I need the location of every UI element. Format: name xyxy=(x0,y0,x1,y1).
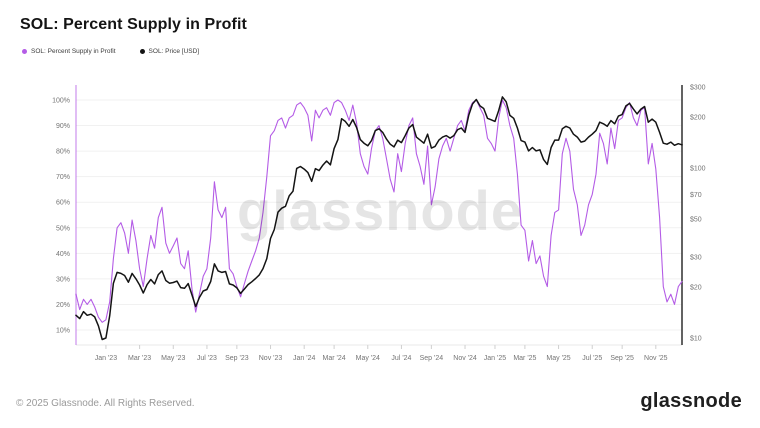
x-axis-tick-label: Mar '24 xyxy=(323,355,346,362)
x-axis-tick-label: May '24 xyxy=(356,355,380,362)
x-axis-tick-label: Jul '24 xyxy=(391,355,411,362)
series-line-price-usd xyxy=(75,96,683,341)
y-axis-left-tick-label: 70% xyxy=(56,174,70,181)
y-axis-right-tick-label: $100 xyxy=(690,166,706,173)
x-axis-tick-label: Jul '23 xyxy=(197,355,217,362)
x-axis-tick-label: Mar '23 xyxy=(128,355,151,362)
y-axis-left-tick-label: 40% xyxy=(56,251,70,258)
legend-dot-purple-icon xyxy=(22,49,27,54)
y-axis-left-tick-label: 30% xyxy=(56,276,70,283)
x-axis-tick-label: Nov '23 xyxy=(259,355,283,362)
x-axis-tick-label: May '25 xyxy=(546,355,570,362)
y-axis-left-tick-label: 50% xyxy=(56,225,70,232)
x-axis-tick-label: Nov '25 xyxy=(644,355,668,362)
footer: © 2025 Glassnode. All Rights Reserved. g… xyxy=(0,384,760,428)
y-axis-right-tick-label: $300 xyxy=(690,84,706,91)
y-axis-right-tick-label: $50 xyxy=(690,217,702,224)
glassnode-logo: glassnode xyxy=(640,390,742,412)
x-axis-tick-label: Nov '24 xyxy=(453,355,477,362)
y-axis-left-tick-label: 90% xyxy=(56,123,70,130)
y-axis-right-tick-label: $70 xyxy=(690,192,702,199)
y-axis-right-tick-label: $200 xyxy=(690,114,706,121)
y-axis-right-tick-label: $30 xyxy=(690,254,702,261)
x-axis-tick-label: May '23 xyxy=(161,355,185,362)
x-axis-tick-label: Sep '23 xyxy=(225,355,249,362)
y-axis-left-tick-label: 10% xyxy=(56,328,70,335)
x-axis-tick-label: Jan '23 xyxy=(95,355,117,362)
chart-legend: SOL: Percent Supply in Profit SOL: Price… xyxy=(22,48,199,55)
legend-item-percent-supply-in-profit[interactable]: SOL: Percent Supply in Profit xyxy=(22,48,116,55)
y-axis-right-tick-label: $10 xyxy=(690,336,702,343)
y-axis-left-tick-label: 60% xyxy=(56,200,70,207)
legend-label: SOL: Percent Supply in Profit xyxy=(31,48,116,55)
y-axis-left-tick-label: 100% xyxy=(52,98,70,105)
chart-area[interactable]: Jan '23 Mar '23 May '23 Jul '23 Sep '23 Nov '… xyxy=(0,0,760,390)
legend-label: SOL: Price [USD] xyxy=(148,48,200,55)
x-axis-tick-label: Sep '24 xyxy=(420,355,444,362)
copyright-text: © 2025 Glassnode. All Rights Reserved. xyxy=(16,398,195,409)
y-axis-left-tick-label: 80% xyxy=(56,149,70,156)
legend-item-price-usd[interactable]: SOL: Price [USD] xyxy=(139,48,200,55)
x-axis-tick-label: Mar '25 xyxy=(513,355,536,362)
x-axis-tick-label: Sep '25 xyxy=(610,355,634,362)
chart-plot[interactable]: Jan '23 Mar '23 May '23 Jul '23 Sep '23 Nov '… xyxy=(0,0,760,390)
x-axis-tick-label: Jan '25 xyxy=(484,355,506,362)
x-axis-tick-label: Jan '24 xyxy=(293,355,315,362)
x-axis-tick-label: Jul '25 xyxy=(582,355,602,362)
y-axis-left-tick-label: 20% xyxy=(56,302,70,309)
y-axis-right-tick-label: $20 xyxy=(690,284,702,291)
legend-dot-black-icon xyxy=(139,49,145,54)
page-title: SOL: Percent Supply in Profit xyxy=(20,16,247,33)
series-line-percent-supply-in-profit xyxy=(75,99,683,323)
